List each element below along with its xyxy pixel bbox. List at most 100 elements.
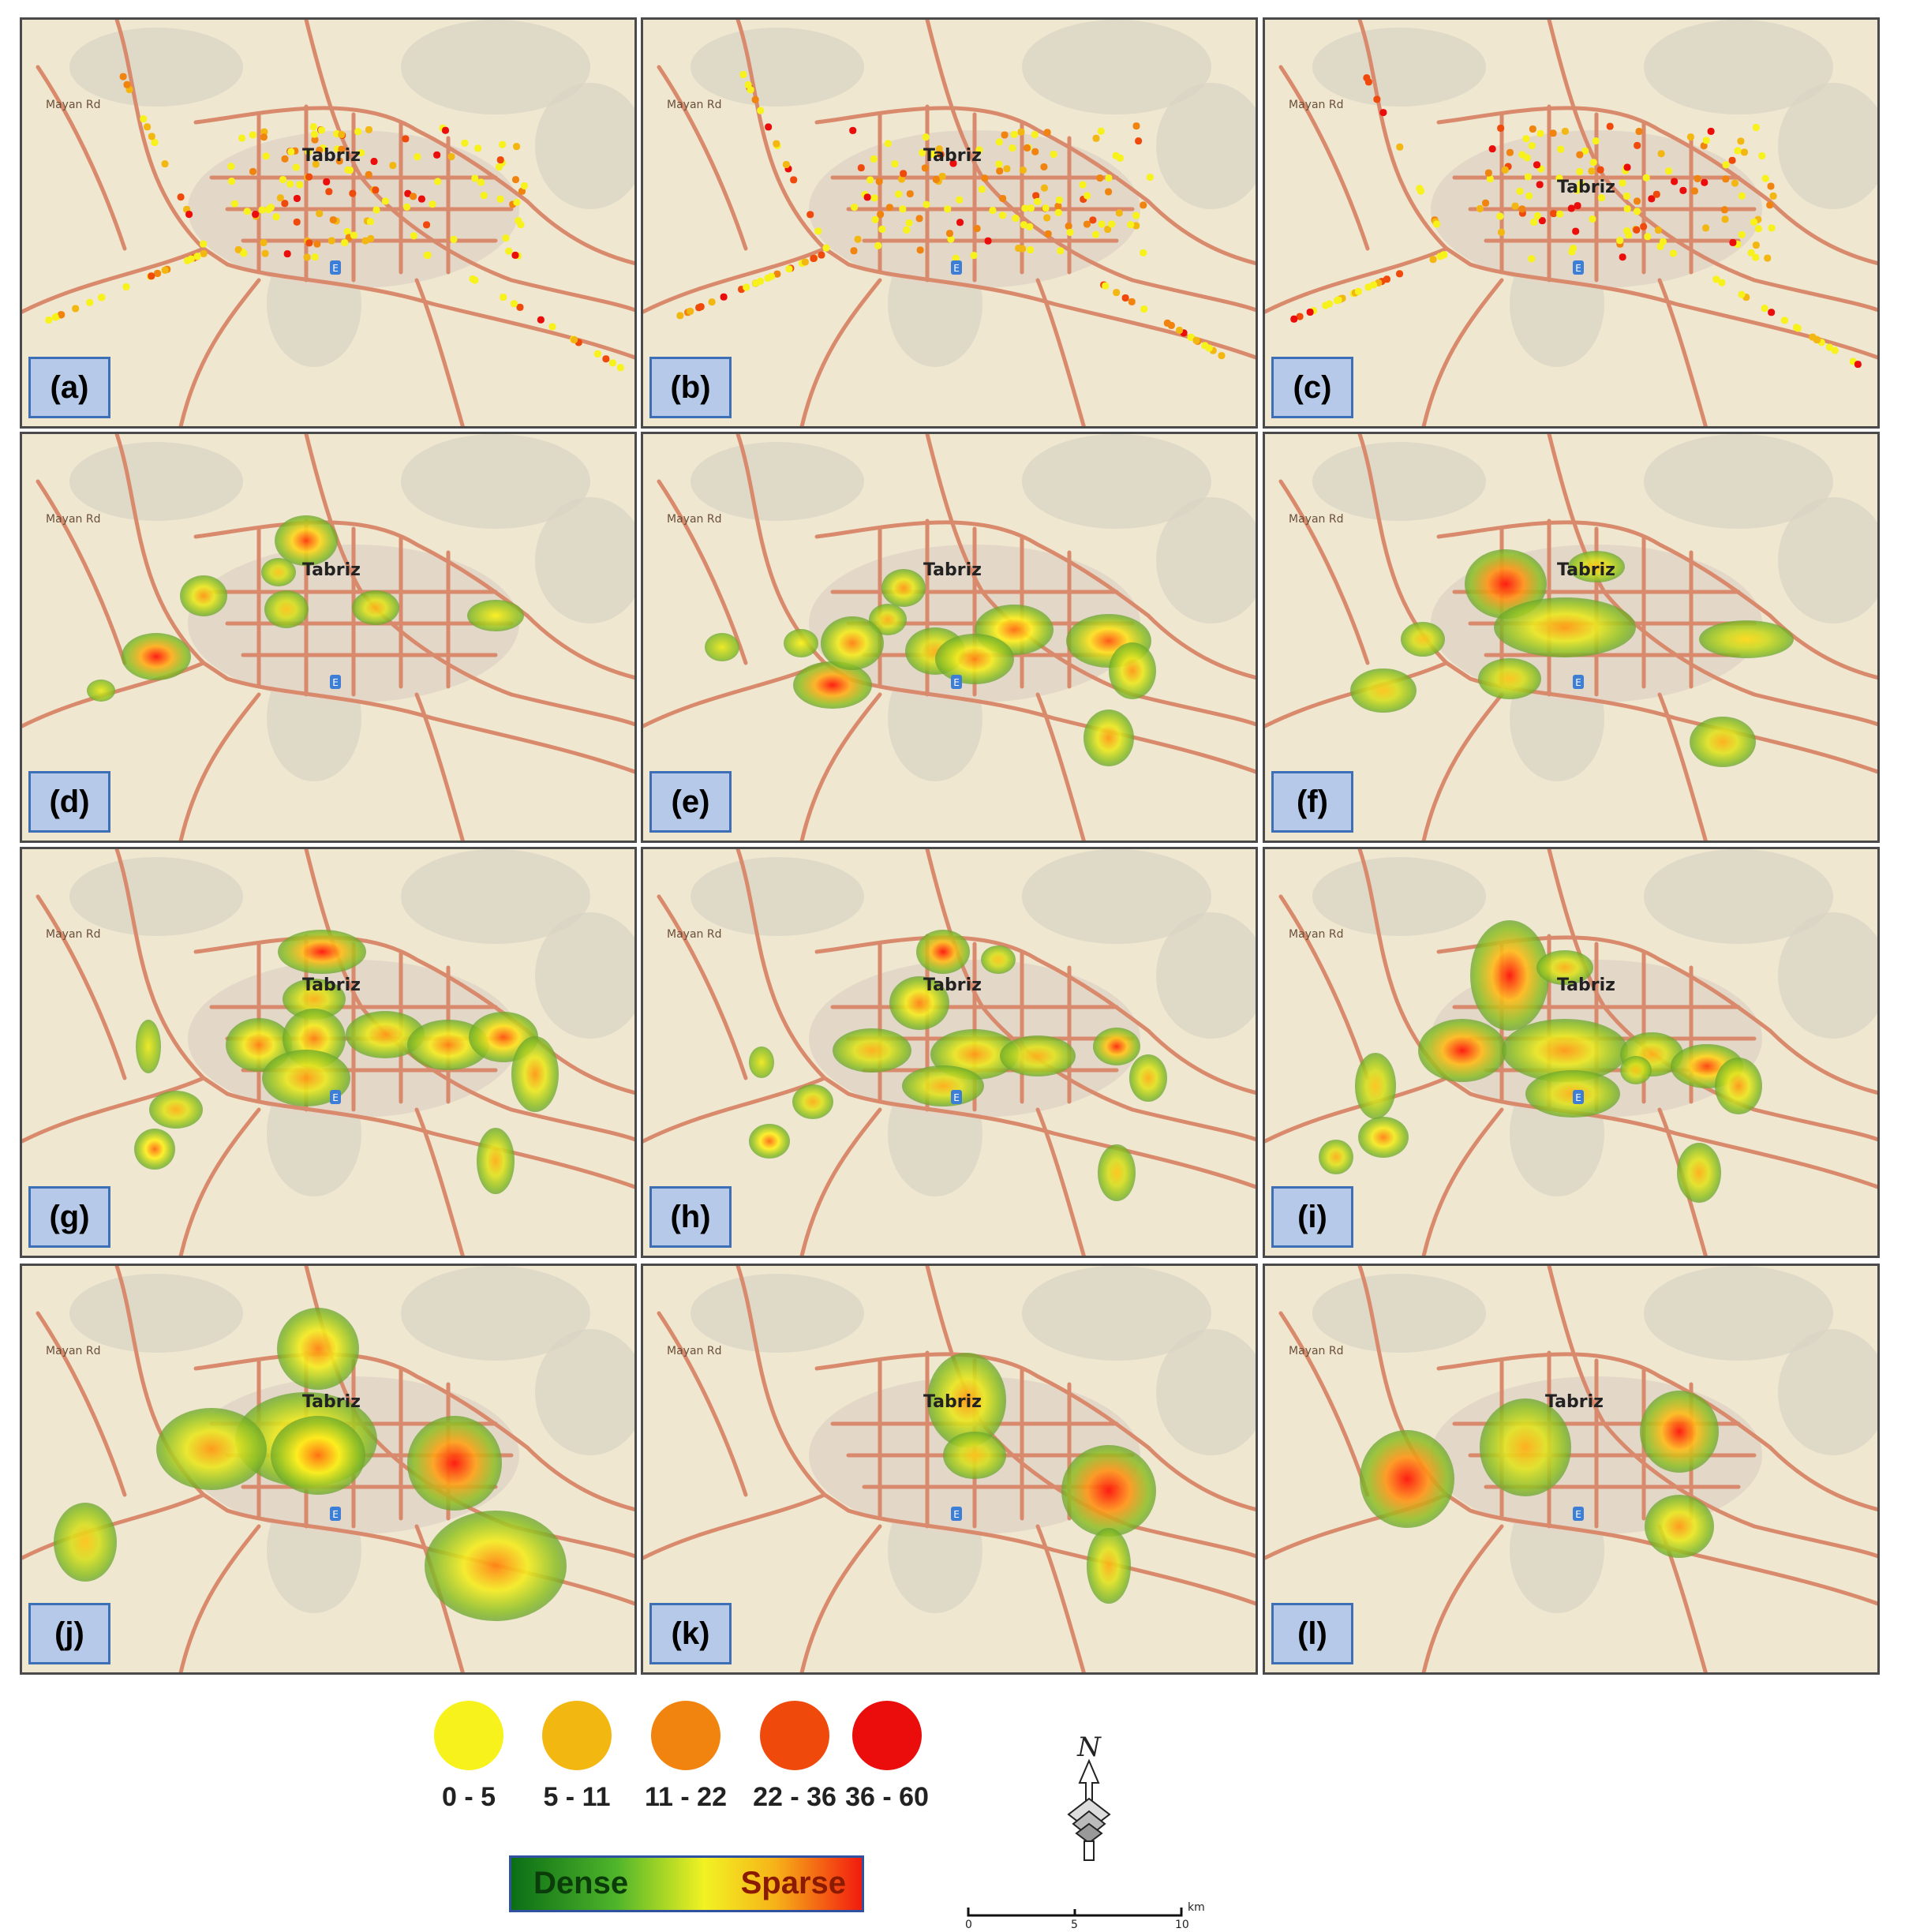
density-hotspot: [467, 600, 524, 631]
highway-shield-label: E: [953, 1509, 960, 1520]
accident-point: [857, 164, 865, 172]
accident-point: [1633, 197, 1641, 205]
density-hotspot: [1083, 710, 1134, 766]
map-panel: E Tabriz Mayan Rd (e): [641, 432, 1258, 843]
accident-point: [1439, 251, 1447, 259]
accident-point: [877, 211, 885, 219]
legend-class-label: 22 - 36: [753, 1782, 836, 1812]
accident-point: [807, 211, 814, 219]
accident-point: [1201, 342, 1209, 350]
terrain-patch: [401, 20, 590, 114]
scale-tick-0: 0: [965, 1919, 972, 1931]
density-hotspot: [271, 1416, 365, 1495]
accident-point: [751, 95, 759, 103]
accident-point: [1758, 152, 1766, 159]
accident-point: [1549, 129, 1557, 137]
accident-point: [1644, 233, 1652, 241]
accident-point: [1496, 212, 1504, 220]
density-hotspot: [916, 930, 970, 974]
accident-point: [1738, 290, 1746, 298]
accident-point: [1573, 186, 1581, 194]
accident-point: [970, 252, 978, 260]
accident-point: [511, 251, 519, 259]
accident-point: [773, 140, 780, 148]
accident-point: [1701, 178, 1709, 186]
accident-point: [1694, 174, 1701, 182]
accident-point: [1092, 134, 1100, 142]
accident-point: [1020, 221, 1027, 229]
accident-point: [1572, 227, 1580, 235]
accident-point: [414, 153, 421, 161]
terrain-patch: [69, 1274, 243, 1353]
accident-point: [1555, 174, 1563, 182]
accident-point: [1761, 174, 1769, 182]
accident-point: [338, 145, 346, 153]
accident-point: [512, 176, 520, 184]
highway-shield-icon: [330, 675, 341, 689]
panel-label: (e): [649, 771, 732, 833]
scale-unit: km: [1188, 1901, 1205, 1914]
accident-point: [1511, 202, 1519, 210]
highway-shield-icon: [951, 1090, 962, 1104]
accident-point: [1115, 209, 1123, 217]
accident-point: [854, 235, 862, 243]
density-hotspot: [1093, 1028, 1140, 1065]
accident-point: [1163, 319, 1171, 327]
accident-point: [1132, 222, 1140, 230]
accident-point: [1793, 324, 1801, 331]
accident-point: [935, 145, 943, 153]
road: [114, 20, 634, 360]
accident-point: [1015, 245, 1023, 253]
accident-point: [790, 176, 798, 184]
terrain-patch: [69, 442, 243, 521]
density-hotspot: [352, 590, 399, 625]
accident-point: [1669, 249, 1677, 257]
density-hotspot: [833, 1028, 911, 1073]
accident-point: [1767, 182, 1775, 190]
road-label: Mayan Rd: [1289, 99, 1344, 111]
accident-point: [389, 162, 397, 170]
accident-point: [1665, 167, 1673, 175]
highway-shield-icon: [951, 260, 962, 275]
accident-point: [1026, 223, 1034, 230]
highway-shield-icon: [330, 260, 341, 275]
accident-point: [335, 157, 343, 165]
accident-point: [403, 203, 411, 211]
accident-point: [1396, 143, 1404, 151]
map-grid: E Tabriz Mayan Rd (a) E Tabriz Mayan Rd (b) E Tab…: [20, 17, 1880, 1675]
density-hotspot: [278, 930, 366, 974]
accident-point: [480, 192, 488, 200]
accident-point: [1121, 294, 1129, 301]
terrain-patch: [401, 1266, 590, 1361]
accident-point: [922, 133, 930, 141]
terrain-patch: [1022, 1266, 1211, 1361]
accident-point: [123, 80, 131, 88]
road: [925, 20, 1256, 313]
accident-point: [370, 158, 378, 166]
accident-point: [744, 81, 752, 89]
accident-point: [1659, 238, 1667, 245]
accident-point: [1557, 145, 1565, 153]
terrain-patch: [1156, 83, 1256, 209]
accident-point: [1529, 125, 1536, 133]
accident-point: [1079, 181, 1087, 189]
road: [1421, 1524, 1504, 1672]
accident-point: [1027, 204, 1035, 212]
terrain-patch: [69, 28, 243, 107]
density-hotspot: [1470, 920, 1549, 1031]
accident-point: [1556, 210, 1564, 218]
accident-point: [818, 251, 825, 259]
terrain-patch: [401, 849, 590, 944]
accident-point: [442, 126, 450, 134]
density-hotspot: [1620, 1056, 1652, 1084]
accident-point: [433, 151, 441, 159]
density-hotspot: [1098, 1144, 1136, 1201]
legend-swatch: [434, 1701, 503, 1770]
scale-tick-10: 10: [1175, 1919, 1189, 1931]
accident-point: [260, 133, 268, 141]
highway-shield-icon: [330, 1090, 341, 1104]
legend-class-label: 36 - 60: [845, 1782, 929, 1812]
density-hotspot: [1690, 717, 1756, 767]
highway-shield-icon: [330, 1507, 341, 1521]
scale-tick-5: 5: [1071, 1919, 1078, 1931]
